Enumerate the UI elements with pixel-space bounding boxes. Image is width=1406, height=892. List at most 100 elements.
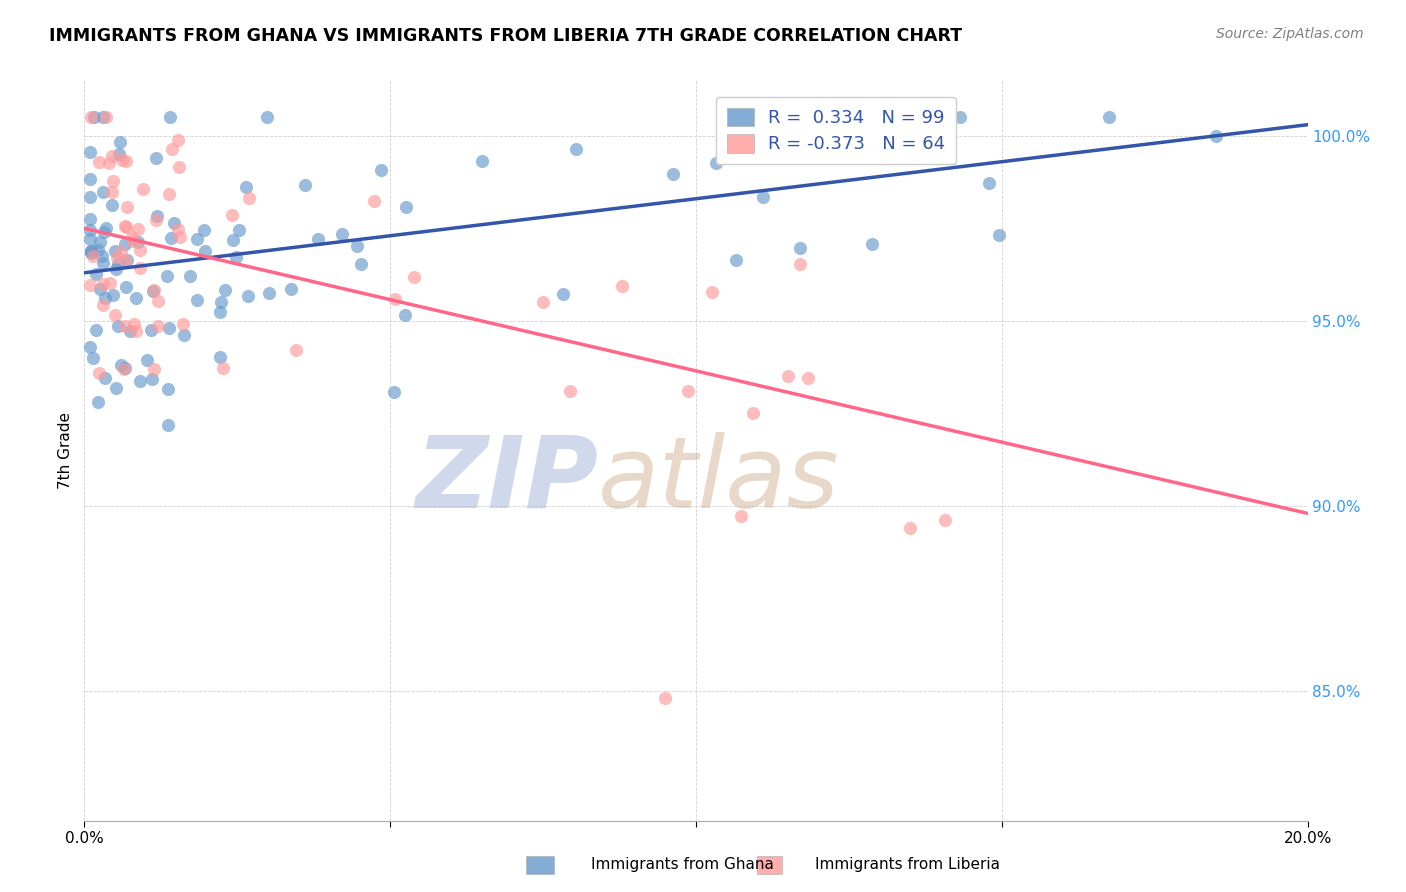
- FancyBboxPatch shape: [758, 856, 782, 874]
- Point: [704, 155, 727, 169]
- Point: [214, 283, 236, 297]
- Point: [129, 243, 152, 257]
- Point: [114, 361, 136, 376]
- Point: [82, 249, 104, 263]
- Point: [118, 324, 141, 338]
- Point: [101, 185, 124, 199]
- Point: [209, 295, 232, 310]
- Point: [395, 200, 418, 214]
- Point: [127, 222, 149, 236]
- Point: [558, 384, 581, 398]
- Point: [79, 172, 101, 186]
- Point: [222, 233, 245, 247]
- Point: [136, 353, 159, 368]
- Point: [157, 187, 180, 202]
- Point: [186, 293, 208, 307]
- Point: [225, 250, 247, 264]
- Point: [93, 298, 115, 312]
- Point: [654, 691, 676, 706]
- Point: [91, 277, 114, 292]
- Point: [125, 292, 148, 306]
- Point: [156, 382, 179, 396]
- Point: [107, 257, 129, 271]
- Point: [194, 244, 217, 258]
- Point: [124, 318, 146, 332]
- Point: [159, 110, 181, 124]
- Point: [898, 521, 921, 535]
- Point: [82, 351, 104, 366]
- Point: [83, 110, 105, 124]
- Point: [79, 340, 101, 354]
- Point: [79, 211, 101, 226]
- Point: [157, 417, 180, 432]
- Point: [724, 253, 747, 268]
- Point: [91, 110, 114, 124]
- Point: [280, 282, 302, 296]
- Point: [142, 284, 165, 298]
- Point: [98, 276, 121, 290]
- Text: IMMIGRANTS FROM GHANA VS IMMIGRANTS FROM LIBERIA 7TH GRADE CORRELATION CHART: IMMIGRANTS FROM GHANA VS IMMIGRANTS FROM…: [49, 27, 962, 45]
- Point: [173, 327, 195, 342]
- Point: [101, 198, 124, 212]
- Text: Source: ZipAtlas.com: Source: ZipAtlas.com: [1216, 27, 1364, 41]
- Point: [932, 110, 955, 124]
- Point: [565, 142, 588, 156]
- Point: [127, 235, 149, 249]
- Point: [89, 235, 111, 249]
- Point: [94, 291, 117, 305]
- Point: [209, 350, 232, 364]
- Text: atlas: atlas: [598, 432, 839, 529]
- Point: [330, 227, 353, 241]
- Point: [179, 268, 201, 283]
- Point: [96, 221, 118, 235]
- Point: [193, 223, 215, 237]
- Point: [662, 167, 685, 181]
- Point: [212, 360, 235, 375]
- Point: [235, 180, 257, 194]
- Point: [363, 194, 385, 209]
- Point: [860, 237, 883, 252]
- Point: [101, 174, 124, 188]
- Point: [90, 250, 112, 264]
- Point: [105, 261, 128, 276]
- Point: [1205, 128, 1227, 143]
- Point: [101, 149, 124, 163]
- Point: [107, 147, 129, 161]
- Point: [80, 246, 103, 260]
- Point: [124, 324, 146, 338]
- Point: [676, 384, 699, 399]
- Point: [145, 212, 167, 227]
- Point: [228, 223, 250, 237]
- Point: [702, 285, 724, 299]
- Point: [797, 371, 820, 385]
- Point: [87, 155, 110, 169]
- Point: [110, 245, 132, 260]
- Point: [307, 232, 329, 246]
- Point: [256, 110, 278, 124]
- Point: [104, 309, 127, 323]
- Point: [104, 381, 127, 395]
- Point: [148, 294, 170, 309]
- Point: [87, 243, 110, 257]
- Point: [129, 261, 152, 276]
- Point: [93, 371, 115, 385]
- Point: [84, 267, 107, 281]
- Point: [1098, 110, 1121, 124]
- Point: [789, 241, 811, 255]
- Point: [84, 322, 107, 336]
- Point: [294, 178, 316, 192]
- Point: [257, 285, 280, 300]
- Point: [115, 220, 138, 235]
- Y-axis label: 7th Grade: 7th Grade: [58, 412, 73, 489]
- Point: [94, 110, 117, 124]
- Point: [79, 145, 101, 159]
- Point: [79, 222, 101, 236]
- Point: [91, 185, 114, 199]
- Text: Immigrants from Liberia: Immigrants from Liberia: [815, 857, 1001, 872]
- Point: [114, 154, 136, 169]
- Point: [103, 288, 125, 302]
- Point: [93, 225, 115, 239]
- Point: [145, 151, 167, 165]
- Point: [121, 229, 143, 244]
- Point: [79, 190, 101, 204]
